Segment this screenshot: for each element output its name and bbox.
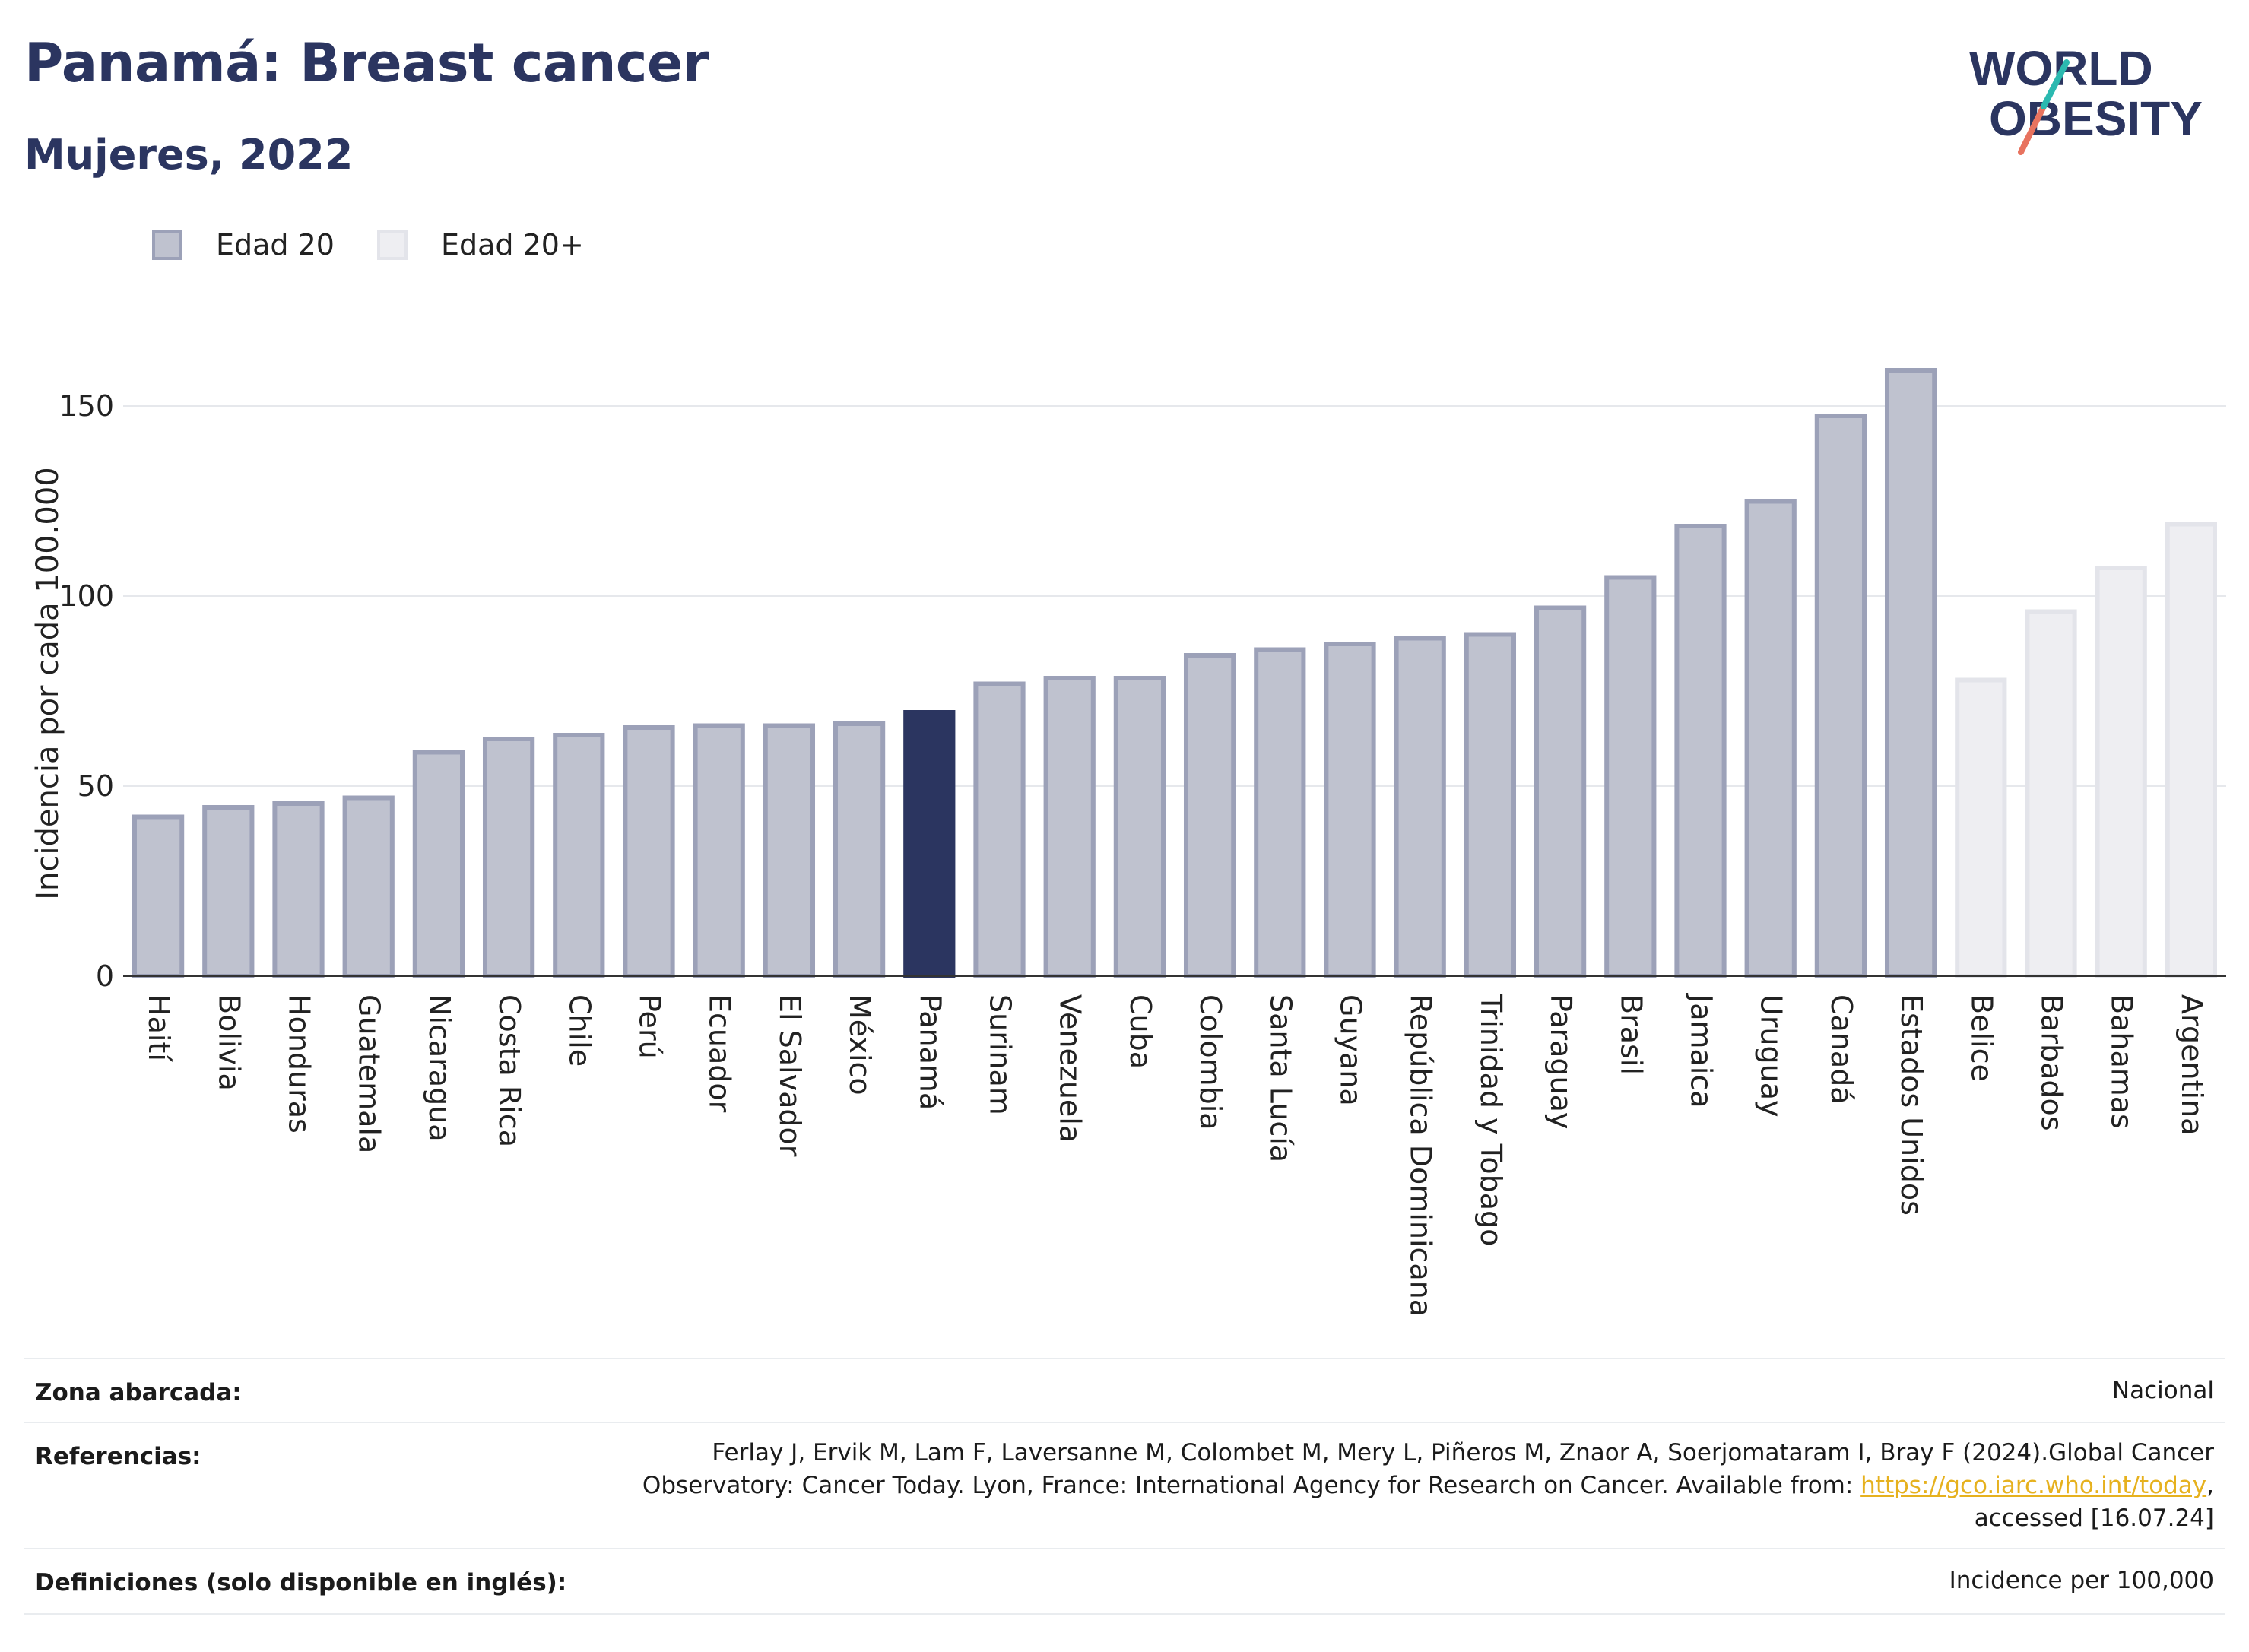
- bar: [1394, 636, 1446, 978]
- x-tick-label: Argentina: [2175, 994, 2209, 1135]
- x-tick-label: Costa Rica: [493, 994, 526, 1147]
- x-tick-label: Honduras: [283, 994, 316, 1134]
- y-tick-label: 150: [59, 389, 114, 423]
- referencias-value: Ferlay J, Ervik M, Lam F, Laversanne M, …: [541, 1437, 2214, 1535]
- ref-line2-text: Observatory: Cancer Today. Lyon, France:…: [642, 1472, 1861, 1499]
- bar: [1183, 653, 1236, 978]
- ref-line2: Observatory: Cancer Today. Lyon, France:…: [541, 1470, 2214, 1502]
- x-tick-label: Guatemala: [353, 994, 386, 1153]
- x-tick-label: Venezuela: [1054, 994, 1087, 1143]
- world-obesity-logo: WORLD OBESITY: [1969, 41, 2203, 155]
- x-tick-label: República Dominicana: [1404, 994, 1438, 1317]
- definiciones-value: Incidence per 100,000: [1949, 1567, 2214, 1594]
- x-tick-label: Chile: [563, 994, 596, 1067]
- bar: [1324, 642, 1376, 978]
- bar: [1674, 524, 1727, 978]
- bar-chart: 0 50 100 150 Incidencia por cada 100.000 Hait…: [30, 368, 2226, 1317]
- bar: [132, 814, 185, 978]
- ref-link[interactable]: https://gco.iarc.who.int/today: [1860, 1472, 2207, 1499]
- x-tick-label: Uruguay: [1755, 994, 1788, 1118]
- x-tick-label: Estados Unidos: [1895, 994, 1928, 1216]
- info-row-zona: Zona abarcada: Nacional: [24, 1358, 2225, 1423]
- bar: [623, 725, 675, 978]
- x-tick-label: El Salvador: [773, 994, 807, 1157]
- x-tick-label: Bahamas: [2105, 994, 2139, 1129]
- bar: [202, 805, 255, 978]
- legend-item-edad20plus[interactable]: Edad 20+: [376, 228, 584, 262]
- x-tick-label: Guyana: [1334, 994, 1368, 1106]
- logo-line2: OBESITY: [1989, 91, 2203, 146]
- ref-line1: Ferlay J, Ervik M, Lam F, Laversanne M, …: [712, 1439, 2214, 1467]
- x-tick-label: Panamá: [913, 994, 947, 1110]
- bar: [1254, 647, 1306, 978]
- bar: [763, 723, 816, 978]
- x-tick-label: Cuba: [1124, 994, 1157, 1069]
- bar: [1884, 368, 1937, 978]
- ref-line2-post: ,: [2206, 1472, 2214, 1499]
- definiciones-label: Definiciones (solo disponible en inglés)…: [35, 1569, 567, 1597]
- legend-item-edad20[interactable]: Edad 20: [152, 228, 335, 262]
- x-tick-label: Ecuador: [703, 994, 737, 1113]
- x-tick-label: Barbados: [2035, 994, 2069, 1131]
- y-tick-label: 100: [59, 579, 114, 613]
- bar: [1464, 632, 1517, 978]
- bar: [1955, 677, 2007, 978]
- bar: [1604, 575, 1657, 978]
- bar: [693, 723, 745, 978]
- bar: [2025, 609, 2077, 978]
- bar: [482, 737, 535, 978]
- page-subtitle: Mujeres, 2022: [24, 131, 354, 179]
- x-tick-label: Brasil: [1614, 994, 1648, 1075]
- bar: [1814, 414, 1867, 978]
- bar: [833, 721, 886, 978]
- zona-label: Zona abarcada:: [35, 1379, 242, 1406]
- bar: [553, 733, 605, 978]
- legend-swatch-edad20: [152, 230, 182, 260]
- zona-value: Nacional: [2111, 1377, 2214, 1404]
- chart-legend: Edad 20 Edad 20+: [152, 228, 626, 262]
- x-tick-label: Santa Lucía: [1264, 994, 1297, 1162]
- legend-swatch-edad20plus: [376, 230, 408, 260]
- referencias-label: Referencias:: [35, 1443, 201, 1470]
- x-tick-label: Bolivia: [212, 994, 246, 1091]
- bar: [272, 801, 325, 978]
- ref-line3: accessed [16.07.24]: [1974, 1505, 2214, 1532]
- bar: [412, 750, 465, 978]
- y-tick-label: 50: [78, 769, 114, 803]
- x-tick-label: Perú: [633, 994, 667, 1059]
- y-axis-title: Incidencia por cada 100.000: [30, 467, 65, 900]
- bar: [2165, 522, 2218, 978]
- x-tick-label: Surinam: [984, 994, 1017, 1115]
- x-tick-label: Belice: [1965, 994, 1998, 1082]
- bar: [1744, 499, 1797, 978]
- bar: [1113, 676, 1166, 978]
- y-tick-label: 0: [96, 959, 114, 993]
- bar: [1534, 605, 1587, 978]
- bar: [1043, 676, 1096, 978]
- bar: [973, 681, 1026, 978]
- info-row-definiciones: Definiciones (solo disponible en inglés)…: [24, 1548, 2225, 1615]
- x-tick-label: Colombia: [1194, 994, 1227, 1130]
- x-tick-label: México: [843, 994, 877, 1096]
- x-tick-label: Haití: [142, 994, 176, 1062]
- x-tick-label: Trinidad y Tobago: [1474, 994, 1508, 1246]
- x-tick-label: Canadá: [1825, 994, 1858, 1105]
- bar: [903, 710, 956, 978]
- x-tick-label: Paraguay: [1544, 994, 1578, 1129]
- legend-label-edad20plus: Edad 20+: [440, 228, 584, 262]
- bar: [342, 795, 395, 978]
- info-row-referencias: Referencias: Ferlay J, Ervik M, Lam F, L…: [24, 1422, 2225, 1549]
- page-title: Panamá: Breast cancer: [24, 32, 709, 94]
- legend-label-edad20: Edad 20: [216, 228, 335, 262]
- x-tick-label: Nicaragua: [423, 994, 456, 1142]
- x-tick-label: Jamaica: [1685, 993, 1718, 1108]
- bar: [2095, 566, 2147, 978]
